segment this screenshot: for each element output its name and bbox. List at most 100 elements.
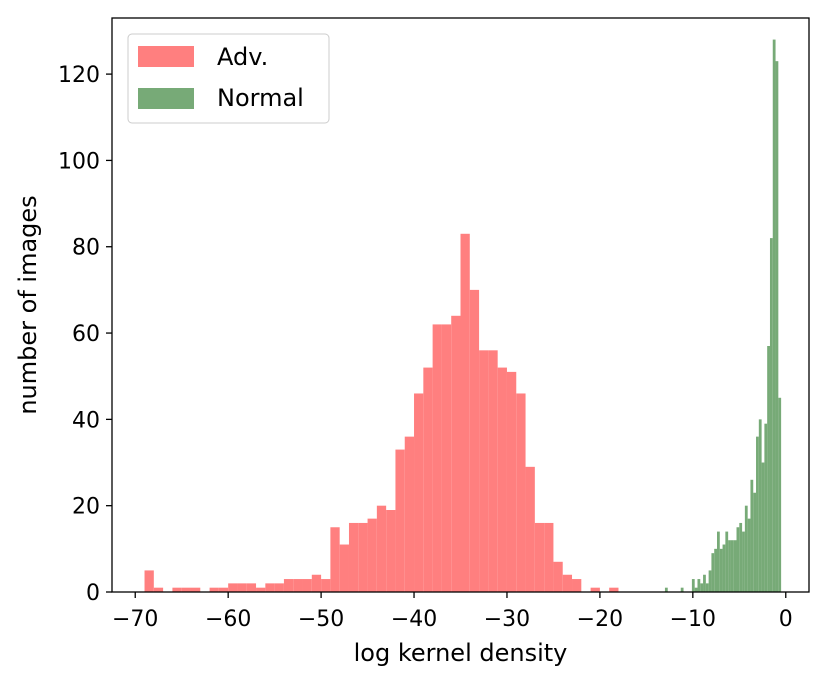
bar-normal-26 [758,419,762,592]
x-axis: −70 −60 −50 −40 −30 −20 −10 0 [112,592,793,632]
bar-normal-14 [725,531,729,592]
y-tick-label: 60 [72,322,100,347]
bar-adv-4 [190,587,201,592]
bar-adv-14 [293,579,303,592]
legend: Adv. Normal [127,33,330,124]
bar-normal-9 [711,553,715,592]
bar-normal-24 [753,492,757,592]
bar-normal-12 [719,548,723,592]
bar-normal-13 [722,544,726,592]
legend-swatch-normal [138,88,194,109]
bar-adv-46 [609,587,619,592]
bar-normal-8 [708,570,712,592]
y-axis: 0 20 40 60 80 100 120 [58,63,112,606]
bar-adv-36 [497,367,507,592]
bar-normal-4 [697,579,701,592]
bar-normal-15 [728,540,731,592]
bar-adv-9 [246,583,257,592]
bar-normal-23 [750,479,754,592]
bar-adv-27 [414,393,424,592]
bar-adv-6 [218,587,229,592]
bar-normal-27 [761,462,765,592]
x-axis-label: log kernel density [354,639,568,667]
legend-label-adv: Adv. [217,43,268,71]
bar-adv-34 [479,350,489,592]
bar-normal-2 [691,579,695,592]
bar-adv-43 [562,574,573,592]
bar-adv-31 [451,315,461,592]
bar-adv-11 [265,583,275,592]
bar-normal-29 [767,346,770,592]
bar-adv-2 [172,587,182,592]
y-tick-label: 120 [58,63,100,88]
bar-adv-18 [330,527,340,592]
x-tick-label: 0 [779,607,793,632]
bar-normal-31 [772,39,776,592]
legend-swatch-adv [138,46,194,67]
y-tick-label: 20 [72,495,100,520]
bar-adv-40 [534,522,545,592]
y-axis-label: number of images [14,195,42,414]
bar-normal-21 [744,505,748,592]
bar-normal-0 [664,587,668,592]
bars-layer [144,39,782,593]
bar-adv-37 [506,371,517,592]
bar-normal-7 [705,583,709,592]
bar-adv-20 [348,522,359,592]
bar-normal-28 [764,423,768,592]
bar-normal-32 [775,61,779,593]
bar-adv-1 [153,587,164,592]
bar-normal-3 [694,587,698,592]
x-tick-label: −20 [577,607,623,632]
x-tick-label: −50 [298,607,344,632]
bar-adv-33 [469,289,480,592]
y-tick-label: 80 [72,236,100,261]
bar-normal-25 [756,436,759,592]
x-tick-label: −70 [112,607,158,632]
bar-normal-17 [733,540,737,592]
bar-adv-24 [386,510,396,592]
bar-normal-33 [778,397,782,592]
bar-adv-26 [404,436,415,592]
bar-adv-29 [432,324,442,592]
bar-adv-41 [544,522,554,592]
bar-adv-0 [144,570,154,592]
bar-adv-32 [460,233,470,593]
bar-adv-38 [516,393,526,592]
bar-adv-5 [209,587,219,592]
bar-normal-30 [769,238,773,593]
bar-adv-23 [376,505,387,592]
bar-adv-25 [395,449,405,592]
bar-adv-8 [237,583,247,592]
x-tick-label: −10 [670,607,716,632]
bar-adv-45 [590,587,600,592]
bar-adv-30 [441,324,452,592]
bar-adv-21 [358,522,368,592]
bar-normal-19 [739,522,743,592]
bar-adv-16 [311,574,322,592]
bar-normal-20 [742,531,745,592]
bar-adv-12 [274,583,284,592]
bar-normal-22 [747,518,751,592]
bar-normal-16 [730,540,734,592]
bar-normal-6 [703,574,706,592]
bar-normal-11 [717,531,720,592]
x-tick-label: −60 [205,607,251,632]
bar-adv-28 [423,367,433,592]
bar-adv-3 [181,587,191,592]
bar-adv-7 [228,583,238,592]
plot-frame [111,17,810,593]
bar-adv-15 [302,579,312,592]
y-tick-label: 0 [86,581,100,606]
bar-adv-39 [525,466,535,592]
bar-adv-19 [339,544,349,592]
bar-adv-42 [553,561,563,592]
bar-normal-18 [736,527,740,592]
y-tick-label: 100 [58,149,100,174]
bar-adv-44 [572,579,582,592]
x-tick-label: −40 [391,607,437,632]
bar-adv-35 [488,350,498,592]
bar-adv-17 [321,579,331,592]
legend-label-normal: Normal [217,84,304,112]
